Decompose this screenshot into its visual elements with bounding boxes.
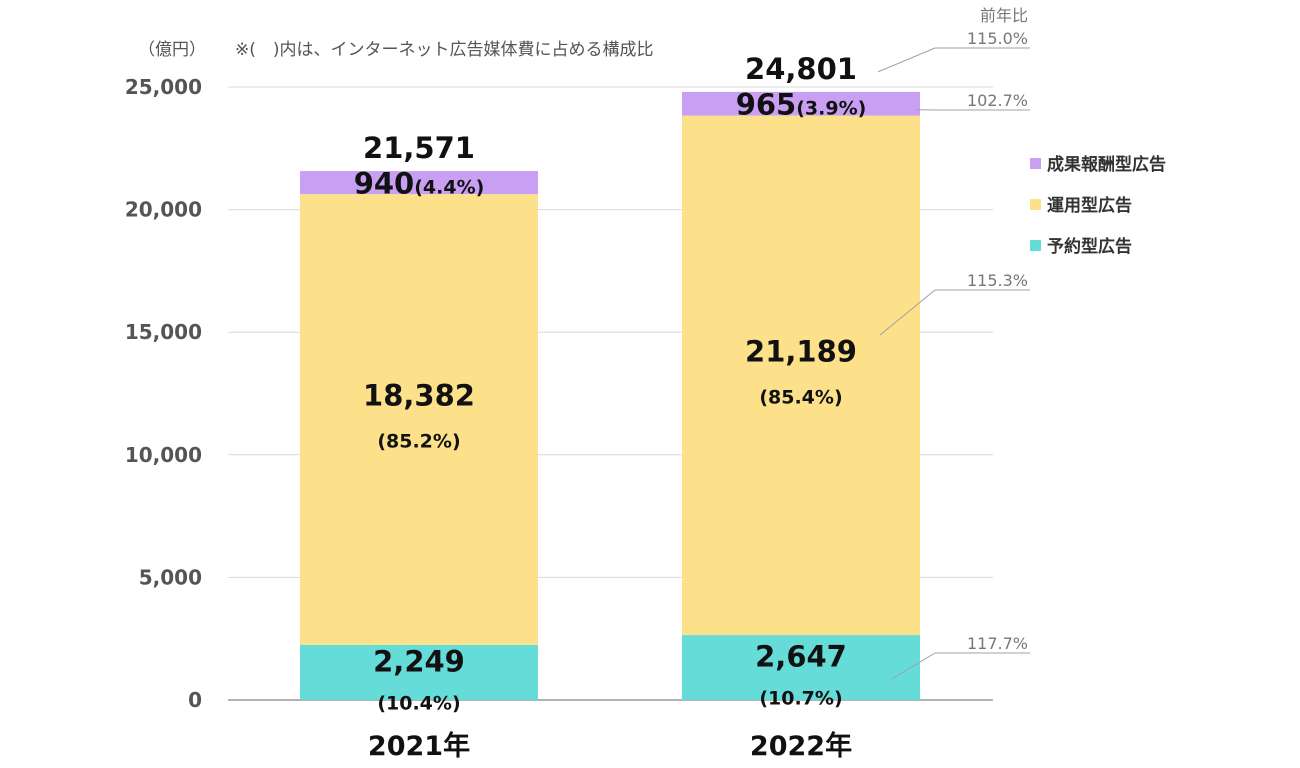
legend-label: 予約型広告	[1047, 236, 1132, 257]
bar-segment	[300, 171, 538, 195]
value-label: 18,382	[363, 378, 475, 412]
bar-segment	[682, 91, 920, 116]
y-tick-label: 0	[188, 688, 202, 712]
share-label: (10.7%)	[759, 688, 842, 710]
total-label: 24,801	[745, 52, 857, 86]
yoy-leader-line	[891, 652, 936, 680]
value-label: 21,189	[745, 334, 857, 368]
legend-swatch	[1030, 199, 1041, 210]
y-tick-label: 25,000	[125, 75, 202, 99]
yoy-label: 117.7%	[967, 634, 1028, 653]
data-labels: 2,249(10.4%)18,382(85.2%)940(4.4%)21,571…	[354, 52, 867, 715]
share-label: (3.9%)	[796, 98, 866, 120]
top-segment-label: 965(3.9%)	[736, 88, 867, 122]
share-label: (4.4%)	[414, 177, 484, 199]
yoy-leader-line	[879, 289, 936, 336]
value-label: 940	[354, 167, 415, 201]
x-category-label: 2021年	[368, 730, 470, 762]
bar-segment	[300, 644, 538, 700]
share-label: (10.4%)	[377, 692, 460, 714]
chart-note: ※( )内は、インターネット広告媒体費に占める構成比	[235, 40, 654, 60]
value-label: 965	[736, 88, 797, 122]
unit-label: （億円）	[138, 40, 206, 60]
bar-segment	[682, 635, 920, 700]
x-category-label: 2022年	[750, 730, 852, 762]
yoy-label: 115.0%	[967, 29, 1028, 48]
legend-swatch	[1030, 158, 1041, 169]
yoy-label: 115.3%	[967, 271, 1028, 290]
bar-segment	[300, 194, 538, 645]
top-segment-label: 940(4.4%)	[354, 167, 485, 201]
share-label: (85.4%)	[759, 386, 842, 408]
y-tick-label: 10,000	[125, 443, 202, 467]
y-axis-tick-labels: 0 5,000 10,000 15,000 20,000 25,000	[125, 75, 202, 712]
y-tick-label: 5,000	[139, 565, 202, 589]
legend-label: 運用型広告	[1047, 195, 1132, 216]
yoy-label: 102.7%	[967, 91, 1028, 110]
total-label: 21,571	[363, 131, 475, 165]
yoy-header: 前年比	[980, 6, 1028, 25]
y-tick-label: 15,000	[125, 320, 202, 344]
value-label: 2,249	[373, 644, 465, 678]
bar-segment	[682, 115, 920, 636]
bars	[300, 91, 920, 700]
value-label: 2,647	[755, 640, 847, 674]
legend-label: 成果報酬型広告	[1047, 154, 1166, 175]
y-tick-label: 20,000	[125, 198, 202, 222]
legend-swatch	[1030, 240, 1041, 251]
yoy-leader-line	[877, 47, 936, 73]
x-axis-category-labels: 2021年 2022年	[368, 730, 852, 762]
yoy-annotations: 115.0% 102.7% 115.3% 117.7%	[877, 29, 1030, 680]
share-label: (85.2%)	[377, 430, 460, 452]
